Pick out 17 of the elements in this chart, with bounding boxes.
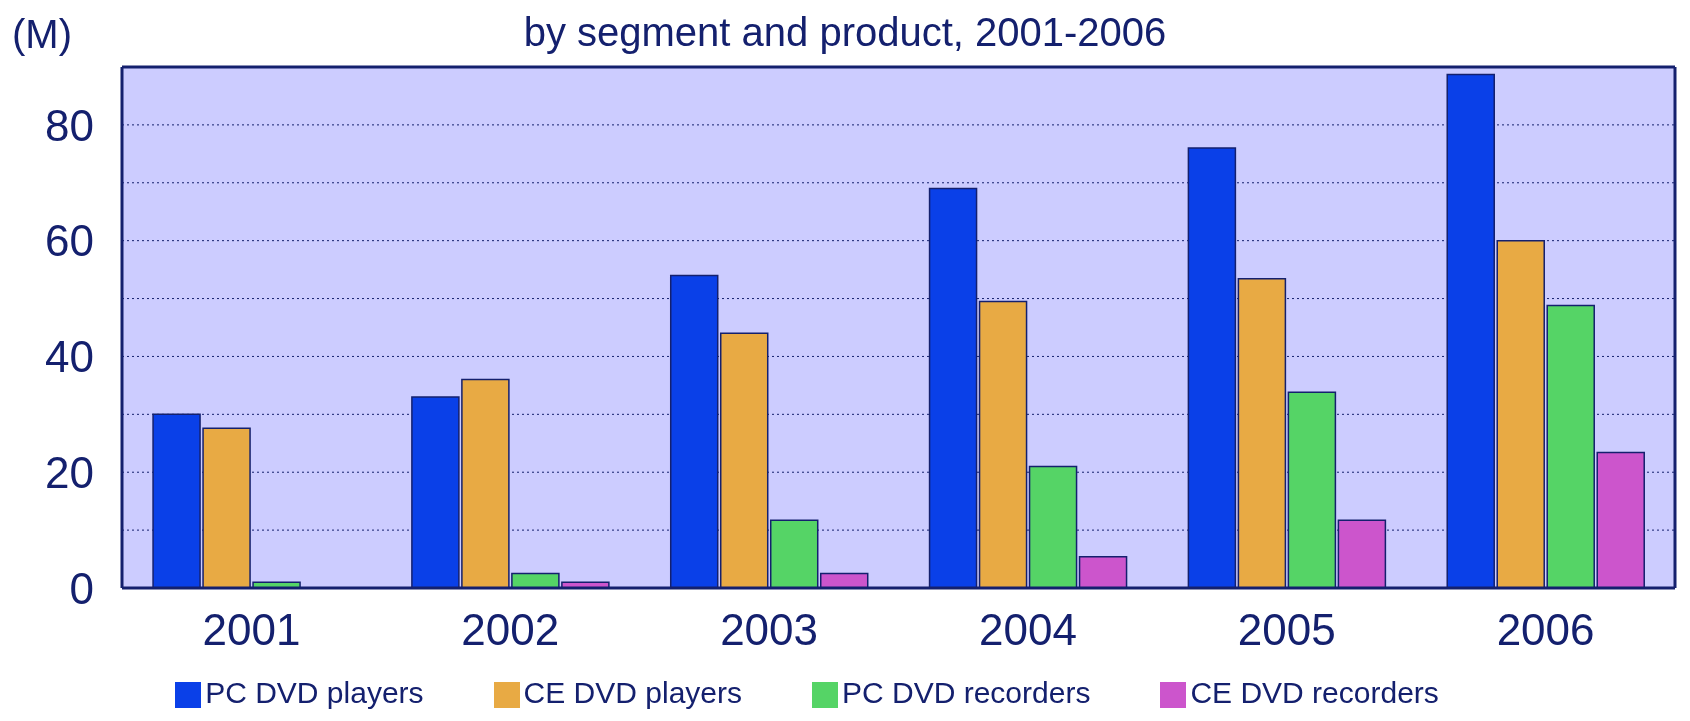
y-tick-label: 0 <box>69 563 94 613</box>
x-tick-label: 2003 <box>720 605 819 655</box>
y-tick-label: 60 <box>45 216 94 266</box>
legend-label: CE DVD players <box>523 676 742 709</box>
x-tick-label: 2002 <box>461 605 560 655</box>
legend-label: CE DVD recorders <box>1190 676 1439 709</box>
legend-label: PC DVD recorders <box>842 676 1091 709</box>
y-tick-label: 40 <box>45 332 94 382</box>
x-tick-label: 2001 <box>202 605 301 655</box>
chart-title: by segment and product, 2001-2006 <box>523 10 1167 54</box>
x-tick-label: 2006 <box>1496 605 1595 655</box>
x-tick-label: 2004 <box>978 605 1077 655</box>
y-tick-label: 20 <box>45 447 94 497</box>
y-axis-title: (M) <box>12 11 72 58</box>
y-tick-label: 80 <box>45 100 94 150</box>
x-tick-label: 2005 <box>1237 605 1336 655</box>
legend-label: PC DVD players <box>205 676 424 709</box>
